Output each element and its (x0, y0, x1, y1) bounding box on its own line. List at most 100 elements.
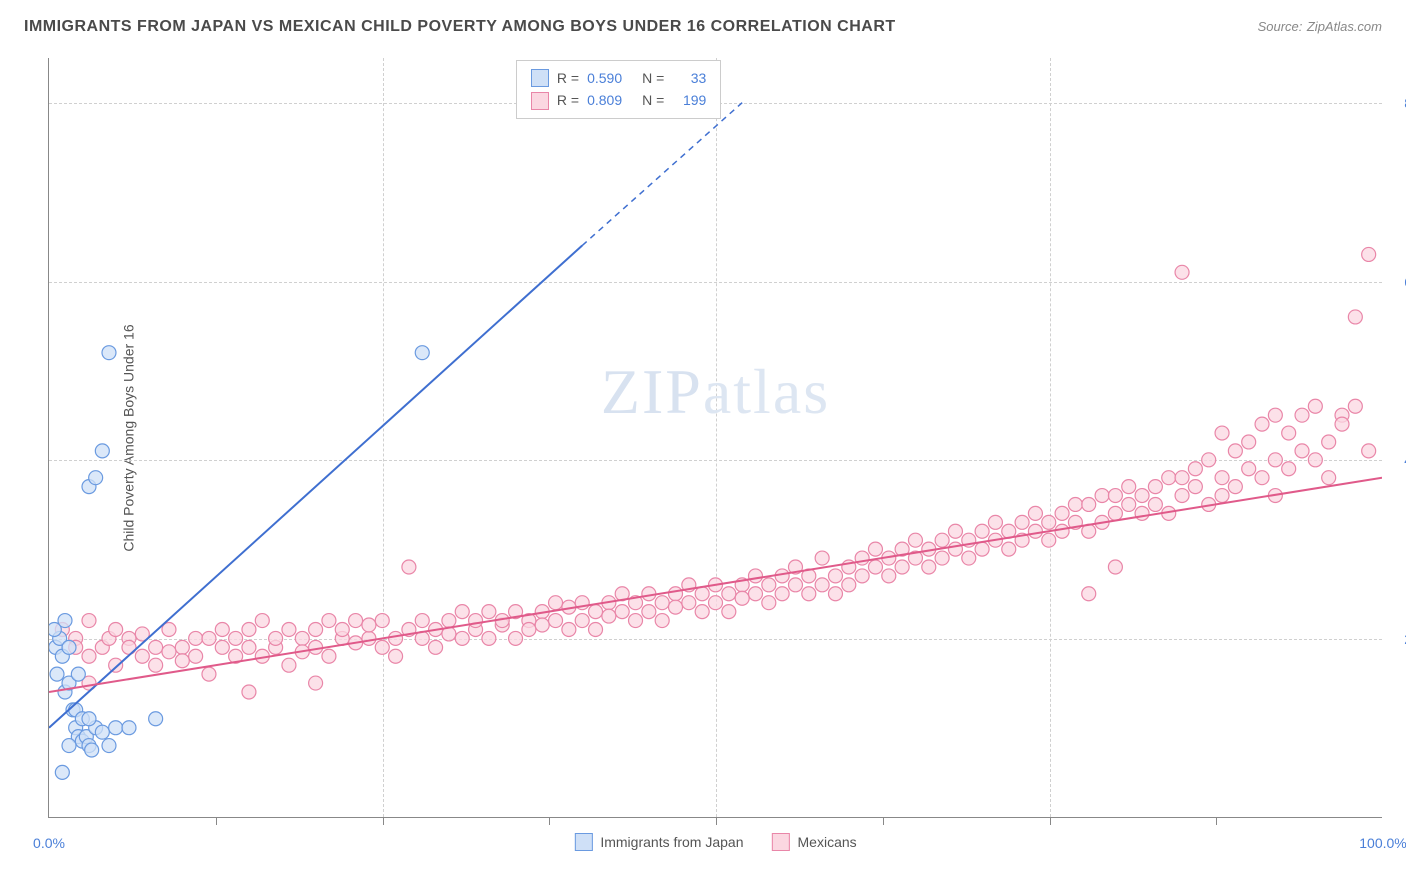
data-point (1108, 489, 1122, 503)
data-point (1055, 524, 1069, 538)
data-point (1215, 471, 1229, 485)
source-label: Source: (1258, 19, 1303, 34)
data-point (602, 609, 616, 623)
data-point (828, 569, 842, 583)
data-point (322, 649, 336, 663)
data-point (95, 725, 109, 739)
data-point (948, 542, 962, 556)
data-point (255, 614, 269, 628)
data-point (215, 622, 229, 636)
legend-row: R =0.590N =33 (531, 67, 706, 89)
series-legend: Immigrants from Japan Mexicans (574, 833, 856, 851)
data-point (62, 640, 76, 654)
data-point (375, 614, 389, 628)
data-point (82, 712, 96, 726)
data-point (149, 712, 163, 726)
data-point (615, 605, 629, 619)
data-point (642, 605, 656, 619)
data-point (935, 533, 949, 547)
legend-series-name: Mexicans (798, 834, 857, 850)
data-point (215, 640, 229, 654)
legend-r-value: 0.590 (587, 67, 622, 89)
data-point (109, 658, 123, 672)
data-point (655, 614, 669, 628)
data-point (1082, 497, 1096, 511)
data-point (962, 551, 976, 565)
data-point (322, 614, 336, 628)
data-point (1108, 560, 1122, 574)
data-point (242, 640, 256, 654)
trend-line-dashed (582, 103, 742, 246)
data-point (1042, 533, 1056, 547)
data-point (695, 605, 709, 619)
data-point (1348, 310, 1362, 324)
data-point (242, 622, 256, 636)
data-point (549, 614, 563, 628)
data-point (102, 346, 116, 360)
data-point (748, 569, 762, 583)
data-point (589, 605, 603, 619)
data-point (655, 596, 669, 610)
data-point (1295, 444, 1309, 458)
data-point (175, 640, 189, 654)
data-point (62, 739, 76, 753)
data-point (975, 542, 989, 556)
data-point (842, 578, 856, 592)
data-point (908, 533, 922, 547)
data-point (335, 622, 349, 636)
data-point (82, 614, 96, 628)
data-point (1335, 417, 1349, 431)
data-point (762, 578, 776, 592)
data-point (1002, 542, 1016, 556)
data-point (1255, 417, 1269, 431)
data-point (562, 622, 576, 636)
legend-n-label: N = (642, 89, 664, 111)
data-point (1082, 587, 1096, 601)
data-point (89, 471, 103, 485)
data-point (202, 667, 216, 681)
data-point (1175, 265, 1189, 279)
data-point (309, 622, 323, 636)
data-point (55, 765, 69, 779)
data-point (1015, 515, 1029, 529)
data-point (1122, 497, 1136, 511)
data-point (149, 640, 163, 654)
data-point (375, 640, 389, 654)
data-point (762, 596, 776, 610)
legend-swatch (772, 833, 790, 851)
data-point (429, 640, 443, 654)
data-point (1135, 506, 1149, 520)
data-point (1202, 453, 1216, 467)
chart-container: Child Poverty Among Boys Under 16 ZIPatl… (48, 58, 1382, 818)
legend-swatch (531, 92, 549, 110)
x-tick (383, 817, 384, 825)
data-point (709, 596, 723, 610)
data-point (509, 631, 523, 645)
data-point (788, 578, 802, 592)
legend-item: Immigrants from Japan (574, 833, 743, 851)
data-point (242, 685, 256, 699)
data-point (828, 587, 842, 601)
data-point (1135, 489, 1149, 503)
data-point (1242, 462, 1256, 476)
x-tick (1050, 817, 1051, 825)
data-point (162, 645, 176, 659)
data-point (1175, 489, 1189, 503)
data-point (122, 721, 136, 735)
data-point (1282, 426, 1296, 440)
data-point (549, 596, 563, 610)
x-tick (216, 817, 217, 825)
data-point (1362, 247, 1376, 261)
legend-r-label: R = (557, 67, 579, 89)
x-tick (883, 817, 884, 825)
data-point (1242, 435, 1256, 449)
data-point (1308, 453, 1322, 467)
data-point (1308, 399, 1322, 413)
data-point (109, 721, 123, 735)
data-point (1268, 453, 1282, 467)
data-point (202, 631, 216, 645)
data-point (1028, 506, 1042, 520)
data-point (722, 605, 736, 619)
data-point (1188, 462, 1202, 476)
data-point (58, 614, 72, 628)
